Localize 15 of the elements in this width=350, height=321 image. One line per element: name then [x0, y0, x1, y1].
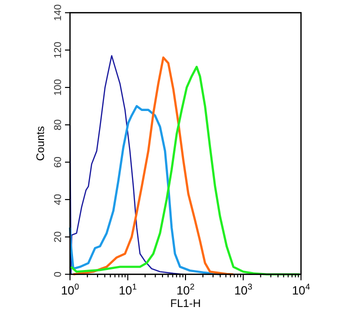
x-tick-label: 10$^{3}$: [234, 281, 253, 298]
y-tick-label: 20: [53, 230, 64, 242]
x-tick-label: 10$^{1}$: [118, 281, 138, 298]
x-tick-label: 10$^{0}$: [60, 281, 80, 298]
y-axis-title: Counts: [35, 126, 47, 161]
y-tick-label: 0: [53, 271, 64, 278]
y-tick-label: 120: [53, 41, 64, 58]
y-tick-label: 100: [53, 78, 64, 96]
y-tick-label: 80: [53, 118, 64, 130]
x-tick-label: 10$^{2}$: [176, 281, 195, 298]
x-tick-label: 10$^{4}$: [292, 281, 310, 298]
y-tick-label: 140: [53, 4, 64, 22]
y-tick-label: 40: [53, 194, 64, 206]
x-axis-title: FL1-H: [170, 298, 201, 310]
y-tick-label: 60: [53, 156, 64, 168]
